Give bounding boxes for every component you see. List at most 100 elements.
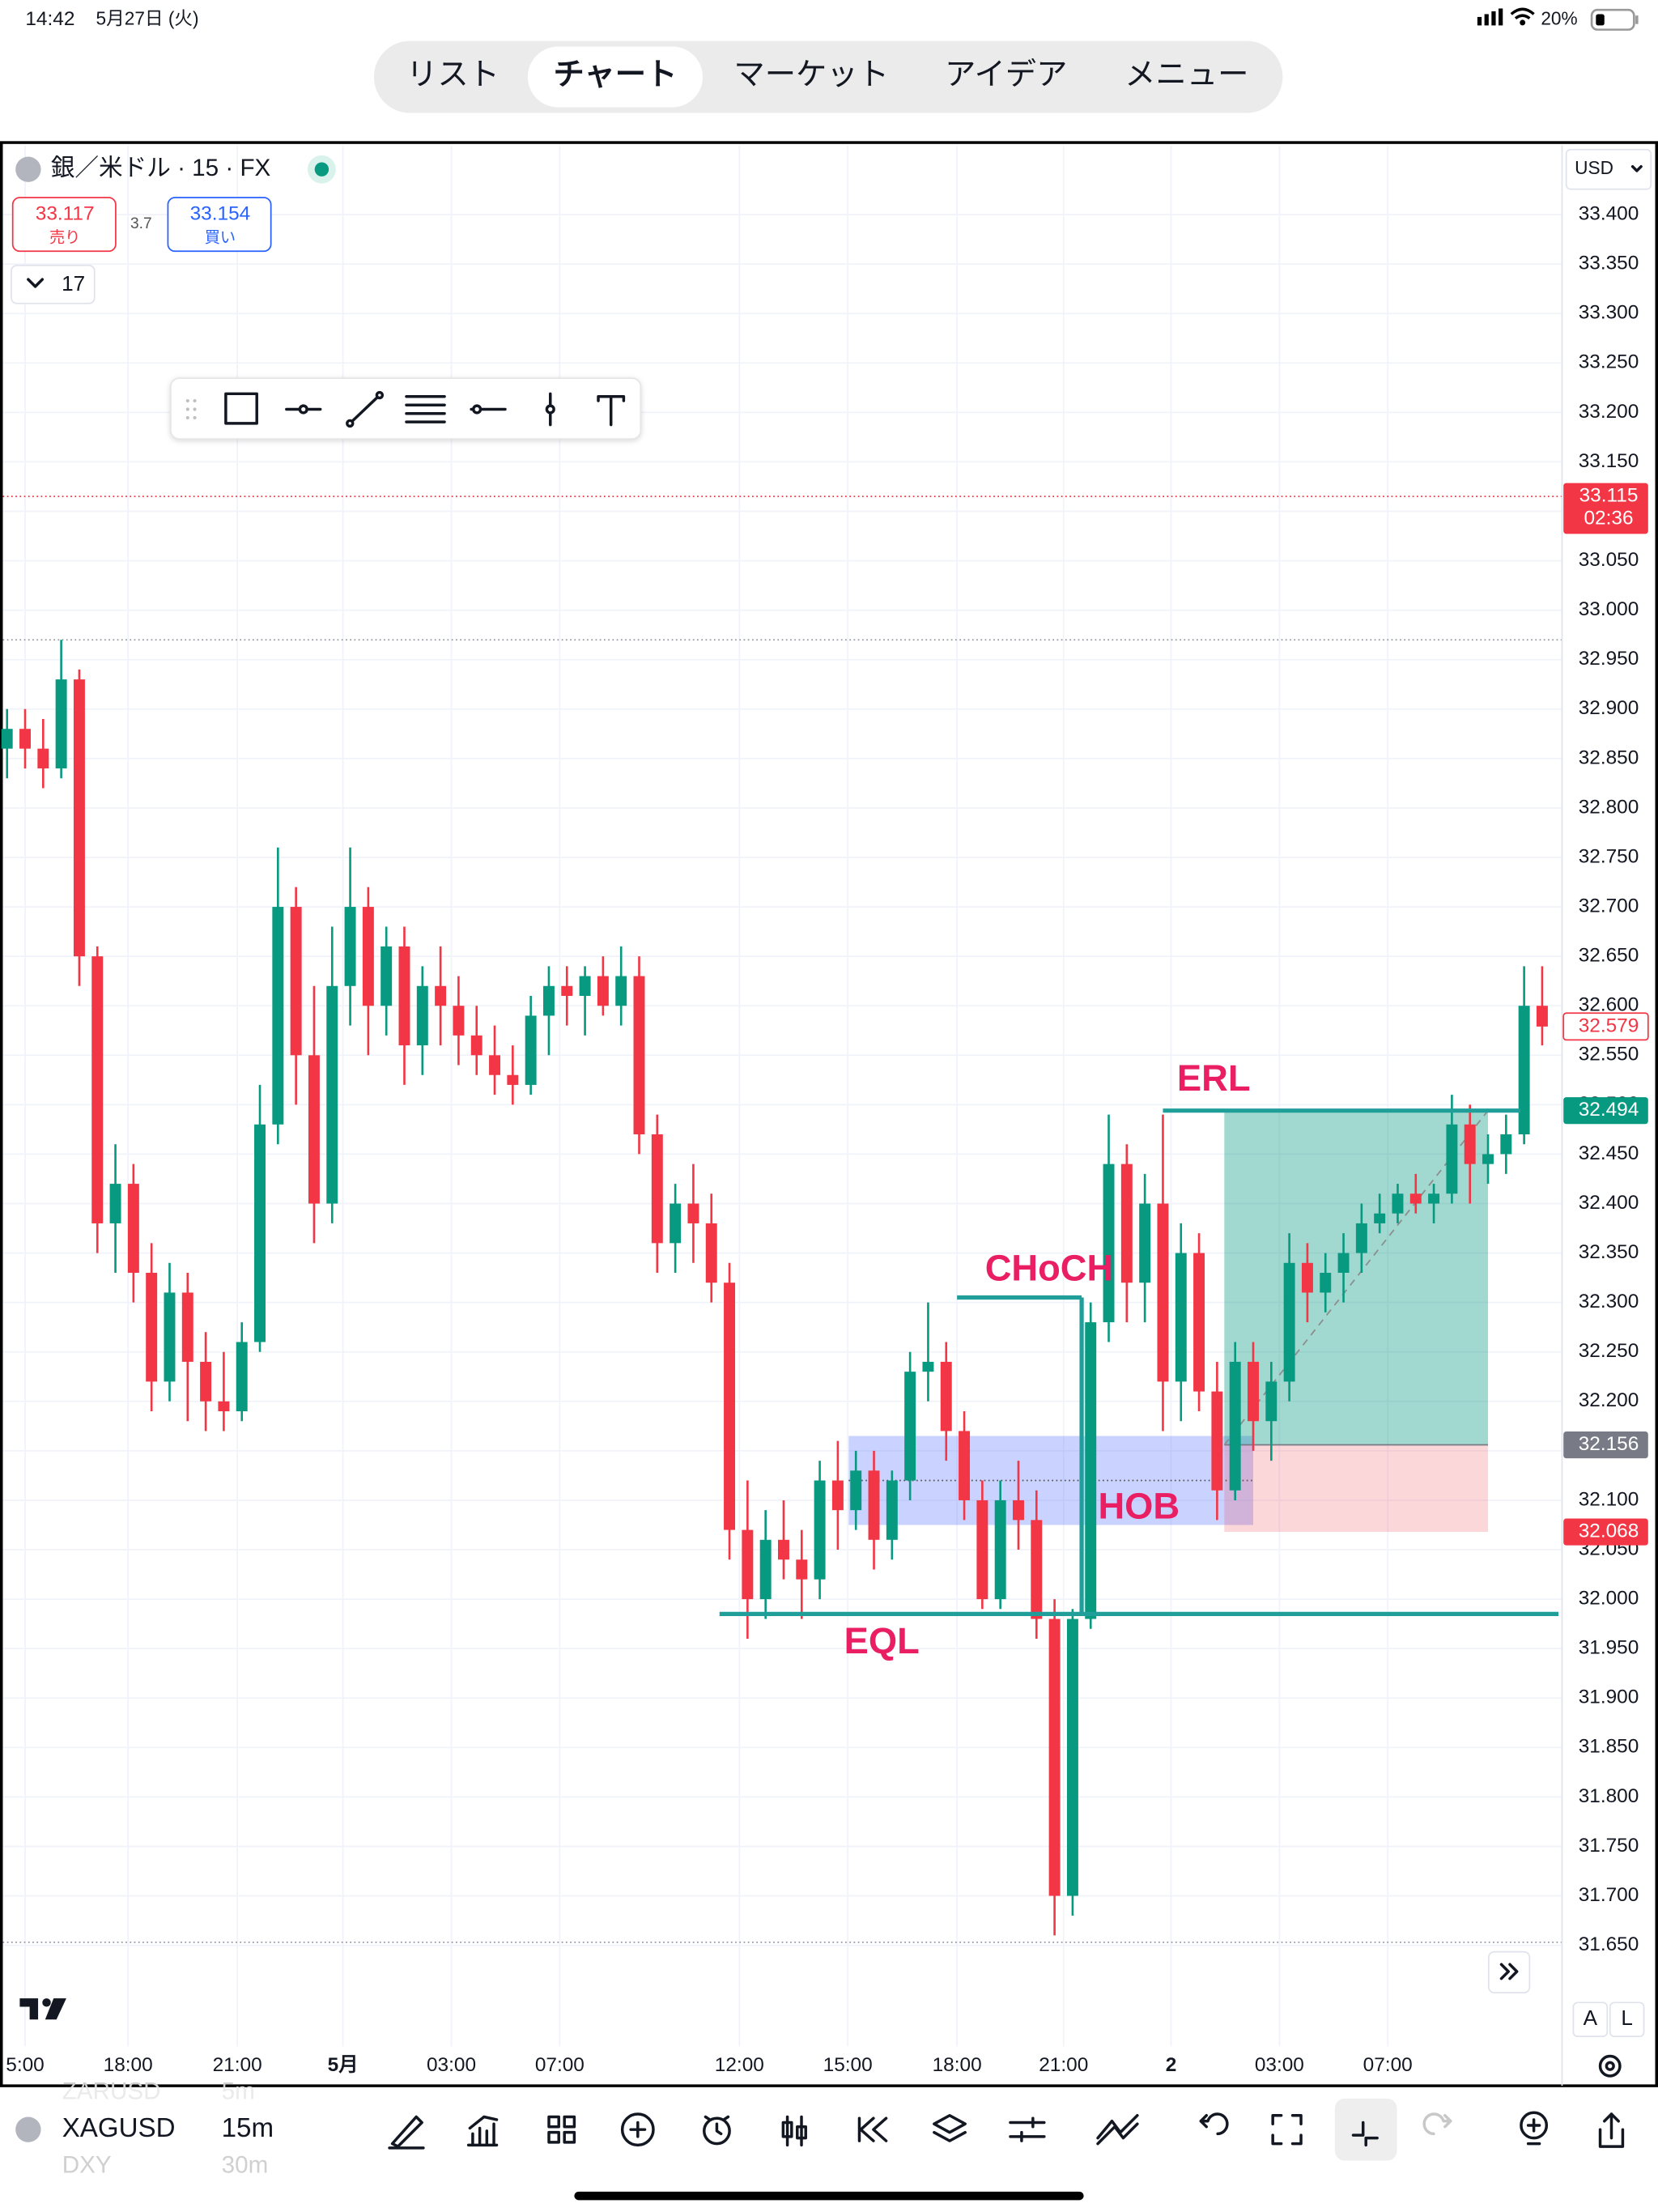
candle-body [597,976,609,1006]
hob-label: HOB [1098,1485,1180,1526]
alert-tool[interactable] [703,2115,731,2146]
symbol-icon [15,156,41,182]
candle-body [615,976,627,1006]
candle-body [272,907,284,1125]
strategy-tool[interactable] [1096,2114,1139,2146]
candle-body [759,1539,772,1600]
candle-body [109,1184,121,1223]
tab[interactable]: リスト [406,57,500,91]
candle-body [1211,1391,1223,1491]
candle-body [1031,1520,1043,1619]
candle-body [308,1055,320,1204]
candle-body [398,946,410,1046]
bottom-symbol[interactable]: XAGUSD [62,2113,176,2143]
redo-tool[interactable] [1422,2112,1452,2136]
candle-body [470,1035,483,1056]
battery-percent: 20% [1541,7,1577,28]
buy-label: 買い [205,230,236,247]
symbol-title[interactable]: 銀／米ドル · 15 · FX [51,155,271,181]
x-tick-label: 07:00 [535,2054,585,2076]
candle-body [507,1074,519,1085]
bottom-tools [388,2111,1625,2150]
candle-body [1374,1213,1386,1223]
tab[interactable]: チャート [553,57,677,91]
fullscreen-tool[interactable] [1271,2114,1303,2146]
y-tick-label: 31.950 [1579,1637,1639,1659]
y-tick-label: 32.300 [1579,1291,1639,1312]
add-tool[interactable] [620,2112,655,2147]
candle-body [940,1361,952,1431]
home-indicator [574,2191,1084,2201]
candle-body [1464,1124,1476,1164]
erl-label: ERL [1177,1057,1251,1099]
candle-body [1175,1253,1187,1382]
candle-body [814,1480,826,1580]
y-tick-label: 32.800 [1579,796,1639,818]
draw-tool[interactable] [388,2115,425,2150]
x-tick-label: 18:00 [104,2054,153,2076]
y-tick-label: 33.400 [1579,203,1639,225]
candle-body [344,907,356,986]
x-tick-label: 03:00 [427,2054,476,2076]
share-tool[interactable] [1598,2112,1625,2148]
bottom-interval[interactable]: 15m [222,2113,274,2143]
candle-body [687,1203,699,1223]
y-tick-label: 31.900 [1579,1687,1639,1708]
ideas-tool[interactable] [1520,2111,1549,2146]
settings-tool[interactable] [1009,2116,1046,2142]
indicators-toggle[interactable] [11,264,96,304]
candle-body [579,976,591,997]
log-scale-button[interactable] [1609,2001,1645,2038]
candle-tool[interactable] [781,2115,807,2147]
auto-scale-button[interactable] [1572,2001,1609,2038]
y-tick-label: 31.700 [1579,1884,1639,1906]
candle-body [416,985,428,1046]
y-tick-label: 33.200 [1579,401,1639,423]
candle-body [37,748,49,769]
exit-fullscreen-tool[interactable] [1351,2121,1379,2147]
candle-body [1392,1193,1404,1214]
tab[interactable]: マーケット [733,57,889,91]
candle-body [73,679,85,957]
bottom-symbol-icon [15,2116,41,2142]
y-tick-label: 33.150 [1579,450,1639,472]
countdown: 02:36 [1584,508,1633,530]
sell-button[interactable] [11,197,117,253]
candle-body [200,1361,212,1402]
tab[interactable]: メニュー [1124,57,1248,91]
y-tick-label: 32.200 [1579,1389,1639,1411]
candle-body [1066,1619,1078,1896]
tab[interactable]: アイデア [945,57,1067,91]
candle-body [1120,1163,1133,1283]
candle-body [868,1470,880,1540]
candle-body [1248,1361,1259,1422]
buy-button[interactable] [167,197,272,253]
last-price-tag: 32.579 [1579,1015,1639,1036]
currency-select[interactable] [1565,148,1652,190]
y-tick-label: 31.750 [1579,1835,1639,1857]
candle-body [218,1401,230,1412]
candle-body [1536,1006,1548,1027]
current-price-tag-bg [1563,483,1648,534]
y-tick-label: 33.250 [1579,351,1639,373]
candle-body [1265,1381,1278,1422]
y-tick-label: 32.400 [1579,1192,1639,1214]
settings-icon[interactable] [1598,2054,1622,2078]
candle-body [1428,1193,1440,1204]
candle-body [904,1372,916,1481]
candle-body [542,985,555,1016]
candle-body [1320,1273,1332,1293]
candle-body [290,907,302,1056]
undo-tool[interactable] [1199,2112,1229,2136]
layers-tool[interactable] [933,2114,967,2142]
x-tick-label: 18:00 [933,2054,982,2076]
y-tick-label: 32.700 [1579,895,1639,917]
candle-body [1482,1154,1494,1164]
candle-body [19,729,31,749]
candle-body [1301,1262,1313,1293]
status-icons [1477,7,1639,31]
indicators-tool[interactable] [466,2115,499,2147]
replay-tool[interactable] [857,2116,888,2142]
layout-tool[interactable] [547,2115,576,2144]
candle-body [1013,1499,1024,1521]
